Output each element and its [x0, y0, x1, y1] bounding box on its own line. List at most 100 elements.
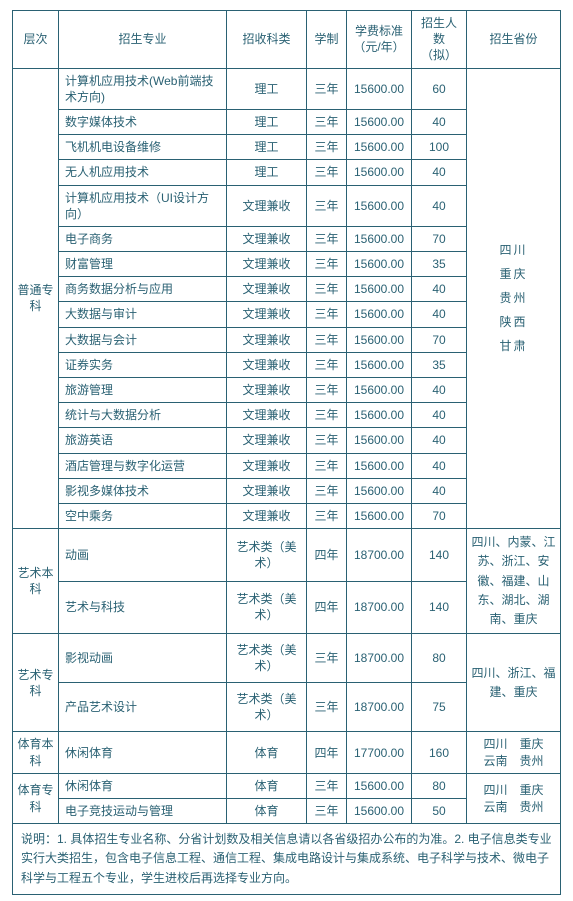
major-cell: 电子商务: [59, 226, 227, 251]
duration-cell: 三年: [307, 327, 347, 352]
duration-cell: 三年: [307, 277, 347, 302]
kind-cell: 文理兼收: [227, 252, 307, 277]
count-cell: 40: [412, 478, 467, 503]
count-cell: 60: [412, 68, 467, 109]
duration-cell: 三年: [307, 160, 347, 185]
duration-cell: 三年: [307, 226, 347, 251]
kind-cell: 艺术类（美术）: [227, 581, 307, 633]
major-cell: 数字媒体技术: [59, 109, 227, 134]
col-header: 学制: [307, 11, 347, 69]
fee-cell: 15600.00: [347, 799, 412, 824]
count-cell: 40: [412, 109, 467, 134]
duration-cell: 三年: [307, 352, 347, 377]
kind-cell: 文理兼收: [227, 185, 307, 226]
col-header: 招收科类: [227, 11, 307, 69]
major-cell: 动画: [59, 529, 227, 581]
duration-cell: 三年: [307, 503, 347, 528]
count-cell: 40: [412, 185, 467, 226]
major-cell: 艺术与科技: [59, 581, 227, 633]
level-cell: 艺术本科: [13, 529, 59, 634]
province-cell: 四川、浙江、福建、重庆: [467, 634, 561, 732]
col-header: 招生专业: [59, 11, 227, 69]
count-cell: 70: [412, 226, 467, 251]
col-header: 层次: [13, 11, 59, 69]
kind-cell: 理工: [227, 109, 307, 134]
count-cell: 100: [412, 135, 467, 160]
fee-cell: 15600.00: [347, 378, 412, 403]
fee-cell: 15600.00: [347, 327, 412, 352]
fee-cell: 15600.00: [347, 478, 412, 503]
kind-cell: 文理兼收: [227, 428, 307, 453]
fee-cell: 15600.00: [347, 185, 412, 226]
kind-cell: 理工: [227, 68, 307, 109]
kind-cell: 文理兼收: [227, 378, 307, 403]
major-cell: 大数据与会计: [59, 327, 227, 352]
major-cell: 休闲体育: [59, 773, 227, 798]
duration-cell: 三年: [307, 403, 347, 428]
major-cell: 飞机机电设备维修: [59, 135, 227, 160]
major-cell: 大数据与审计: [59, 302, 227, 327]
major-cell: 影视多媒体技术: [59, 478, 227, 503]
duration-cell: 三年: [307, 302, 347, 327]
kind-cell: 文理兼收: [227, 478, 307, 503]
count-cell: 35: [412, 252, 467, 277]
fee-cell: 15600.00: [347, 352, 412, 377]
table-row: 艺术专科影视动画艺术类（美术）三年18700.0080四川、浙江、福建、重庆: [13, 634, 561, 683]
duration-cell: 三年: [307, 773, 347, 798]
province-cell: 四川 重庆 贵州 陕西 甘肃: [467, 68, 561, 529]
duration-cell: 三年: [307, 453, 347, 478]
major-cell: 证券实务: [59, 352, 227, 377]
kind-cell: 理工: [227, 135, 307, 160]
level-cell: 体育专科: [13, 773, 59, 823]
duration-cell: 三年: [307, 252, 347, 277]
count-cell: 40: [412, 453, 467, 478]
col-header: 招生省份: [467, 11, 561, 69]
count-cell: 40: [412, 160, 467, 185]
count-cell: 80: [412, 634, 467, 683]
major-cell: 产品艺术设计: [59, 683, 227, 732]
kind-cell: 文理兼收: [227, 352, 307, 377]
fee-cell: 15600.00: [347, 503, 412, 528]
major-cell: 计算机应用技术(Web前端技术方向): [59, 68, 227, 109]
table-row: 普通专科计算机应用技术(Web前端技术方向)理工三年15600.0060四川 重…: [13, 68, 561, 109]
count-cell: 40: [412, 428, 467, 453]
count-cell: 35: [412, 352, 467, 377]
fee-cell: 18700.00: [347, 529, 412, 581]
major-cell: 无人机应用技术: [59, 160, 227, 185]
fee-cell: 15600.00: [347, 68, 412, 109]
level-cell: 艺术专科: [13, 634, 59, 732]
table-row: 体育专科休闲体育体育三年15600.0080四川 重庆 云南 贵州: [13, 773, 561, 798]
duration-cell: 四年: [307, 732, 347, 773]
duration-cell: 三年: [307, 683, 347, 732]
col-header: 招生人数 （拟）: [412, 11, 467, 69]
kind-cell: 体育: [227, 732, 307, 773]
major-cell: 旅游管理: [59, 378, 227, 403]
major-cell: 酒店管理与数字化运营: [59, 453, 227, 478]
fee-cell: 18700.00: [347, 683, 412, 732]
fee-cell: 18700.00: [347, 634, 412, 683]
kind-cell: 艺术类（美术）: [227, 529, 307, 581]
major-cell: 商务数据分析与应用: [59, 277, 227, 302]
kind-cell: 理工: [227, 160, 307, 185]
col-header: 学费标准 （元/年）: [347, 11, 412, 69]
count-cell: 160: [412, 732, 467, 773]
kind-cell: 文理兼收: [227, 453, 307, 478]
fee-cell: 15600.00: [347, 428, 412, 453]
count-cell: 140: [412, 529, 467, 581]
kind-cell: 艺术类（美术）: [227, 683, 307, 732]
duration-cell: 三年: [307, 428, 347, 453]
fee-cell: 15600.00: [347, 252, 412, 277]
province-cell: 四川 重庆 云南 贵州: [467, 732, 561, 773]
major-cell: 计算机应用技术（UI设计方向）: [59, 185, 227, 226]
duration-cell: 三年: [307, 185, 347, 226]
count-cell: 70: [412, 503, 467, 528]
duration-cell: 三年: [307, 135, 347, 160]
major-cell: 影视动画: [59, 634, 227, 683]
fee-cell: 15600.00: [347, 109, 412, 134]
kind-cell: 体育: [227, 799, 307, 824]
duration-cell: 三年: [307, 109, 347, 134]
duration-cell: 四年: [307, 581, 347, 633]
count-cell: 80: [412, 773, 467, 798]
level-cell: 普通专科: [13, 68, 59, 529]
province-cell: 四川、内蒙、江苏、浙江、安徽、福建、山东、湖北、湖南、重庆: [467, 529, 561, 634]
